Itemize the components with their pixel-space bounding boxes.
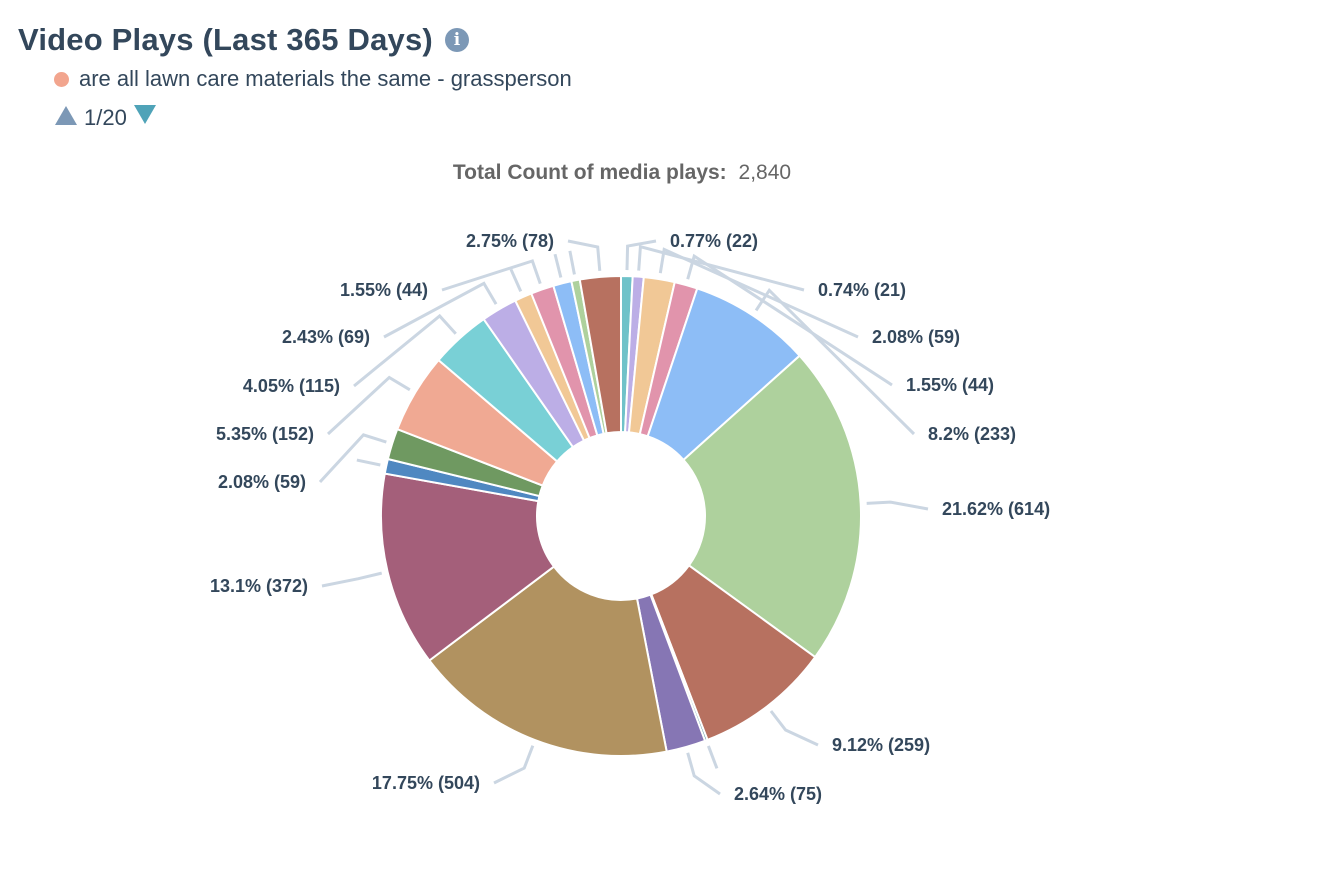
leader-line [637,244,805,292]
pager-text: 1/20 [84,105,127,130]
total-count: Total Count of media plays: 2,840 [453,161,791,184]
data-label: 8.2% (233) [928,424,1016,444]
legend-pager: 1/20 [54,104,157,132]
pie-slice[interactable] [427,565,668,757]
pie-slice[interactable] [380,472,556,662]
leader-line [326,375,411,436]
leader-line [509,268,523,292]
leader-line [553,253,563,278]
leader-line [866,500,929,511]
leader-line [493,745,535,785]
data-label: 13.1% (372) [210,576,308,596]
total-count-value: 2,840 [739,161,792,184]
chart-slices [380,274,862,757]
leader-line [686,752,721,796]
total-count-label: Total Count of media plays: [453,161,727,184]
leader-line [353,313,457,388]
data-label: 9.12% (259) [832,735,930,755]
chart-data-labels: 0.77% (22) 0.74% (21) 2.08% (59) 1.55% (44)… [210,231,1050,804]
data-label: 21.62% (614) [942,499,1050,519]
data-label: 2.08% (59) [218,472,306,492]
leader-line [568,250,576,275]
data-label: 0.77% (22) [670,231,758,251]
leader-line [769,710,819,747]
data-label: 2.75% (78) [466,231,554,251]
leader-line [754,288,916,436]
data-label: 4.05% (115) [243,376,340,396]
pager-down-icon[interactable] [133,104,157,132]
chart-title: Video Plays (Last 365 Days) [18,22,433,57]
leader-line [383,281,498,339]
leader-line [318,433,387,484]
data-label: 1.55% (44) [340,280,428,300]
leader-line [356,458,381,467]
leader-line [567,239,602,272]
data-label: 2.08% (59) [872,327,960,347]
leader-line [706,745,719,769]
pager-up-icon[interactable] [54,104,78,132]
info-icon[interactable]: i [444,28,469,52]
leader-line [321,571,383,588]
data-label: 5.35% (152) [216,424,314,444]
pie-slice[interactable] [682,354,862,659]
chart-leader-lines [318,239,929,796]
data-label: 17.75% (504) [372,773,480,793]
leader-line [658,247,859,339]
leader-line [686,253,893,387]
data-label: 2.43% (69) [282,327,370,347]
chart-header: Video Plays (Last 365 Days) i [18,22,469,58]
pie-slice[interactable] [578,274,622,435]
data-label: 0.74% (21) [818,280,906,300]
legend-label: are all lawn care materials the same - g… [79,66,572,91]
legend-color-dot [54,71,69,87]
legend-item[interactable]: are all lawn care materials the same - g… [54,66,572,92]
leader-line [441,259,542,292]
data-label: 2.64% (75) [734,784,822,804]
leader-line [625,239,657,271]
data-label: 1.55% (44) [906,375,994,395]
